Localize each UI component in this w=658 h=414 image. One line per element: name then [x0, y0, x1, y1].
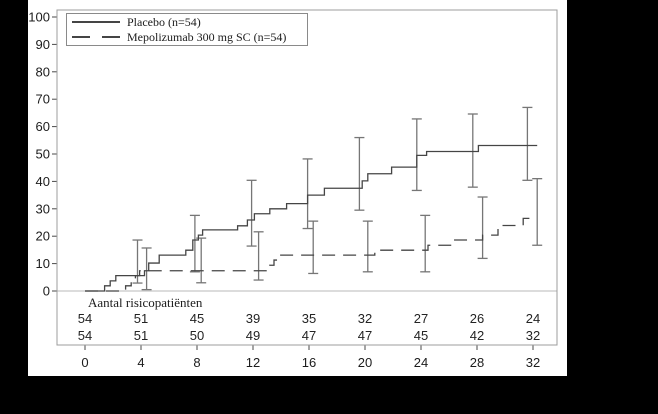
y-tick-label: 100	[28, 10, 50, 25]
x-tick-label: 16	[302, 355, 316, 370]
plot-frame	[56, 9, 558, 346]
y-tick-label: 80	[36, 64, 50, 79]
legend-label-placebo: Placebo (n=54)	[127, 14, 201, 29]
x-tick-label: 12	[246, 355, 260, 370]
risk-value: 45	[189, 311, 205, 326]
y-tick-label: 10	[36, 256, 50, 271]
risk-table-title: Aantal risicopatiënten	[88, 295, 203, 310]
y-tick-label: 50	[36, 147, 50, 162]
y-tick-label: 60	[36, 119, 50, 134]
risk-value: 49	[245, 328, 261, 343]
risk-value: 26	[469, 311, 485, 326]
y-tick-label: 40	[36, 174, 50, 189]
y-tick-label: 20	[36, 229, 50, 244]
risk-value: 54	[77, 311, 93, 326]
risk-value: 47	[301, 328, 317, 343]
risk-value: 45	[413, 328, 429, 343]
y-tick-label: 90	[36, 37, 50, 52]
legend-item-mepolizumab: Mepolizumab 300 mg SC (n=54)	[67, 30, 307, 44]
risk-value: 35	[301, 311, 317, 326]
risk-value: 32	[357, 311, 373, 326]
legend-item-placebo: Placebo (n=54)	[67, 15, 307, 29]
risk-value: 39	[245, 311, 261, 326]
series-curve-mepolizumab	[85, 217, 538, 292]
x-tick-label: 20	[358, 355, 372, 370]
y-tick-label: 30	[36, 201, 50, 216]
legend-label-mepolizumab: Mepolizumab 300 mg SC (n=54)	[127, 29, 287, 44]
x-tick-label: 8	[193, 355, 200, 370]
risk-value: 47	[357, 328, 373, 343]
km-plot: 0 10 20 30 40 50 60 70 80 90 100 0 4 8 12 16 20 24 28 32	[28, 9, 558, 370]
risk-value: 24	[525, 311, 541, 326]
x-tick-label: 24	[414, 355, 428, 370]
chart-canvas: 0 10 20 30 40 50 60 70 80 90 100 0 4 8 12 16 20 24 28 32 Pl…	[28, 0, 567, 376]
y-tick-label: 70	[36, 92, 50, 107]
series-curve-placebo	[85, 144, 538, 292]
risk-value: 42	[469, 328, 485, 343]
y-tick-label: 0	[43, 284, 50, 299]
risk-value: 51	[133, 328, 149, 343]
dashed-line-swatch	[72, 36, 120, 38]
risk-value: 32	[525, 328, 541, 343]
risk-value: 54	[77, 328, 93, 343]
x-tick-label: 0	[81, 355, 88, 370]
solid-line-swatch	[72, 21, 120, 23]
x-tick-label: 32	[526, 355, 540, 370]
risk-value: 50	[189, 328, 205, 343]
risk-value: 51	[133, 311, 149, 326]
risk-value: 27	[413, 311, 429, 326]
x-tick-label: 28	[470, 355, 484, 370]
x-tick-label: 4	[137, 355, 144, 370]
legend: Placebo (n=54) Mepolizumab 300 mg SC (n=…	[66, 13, 308, 46]
